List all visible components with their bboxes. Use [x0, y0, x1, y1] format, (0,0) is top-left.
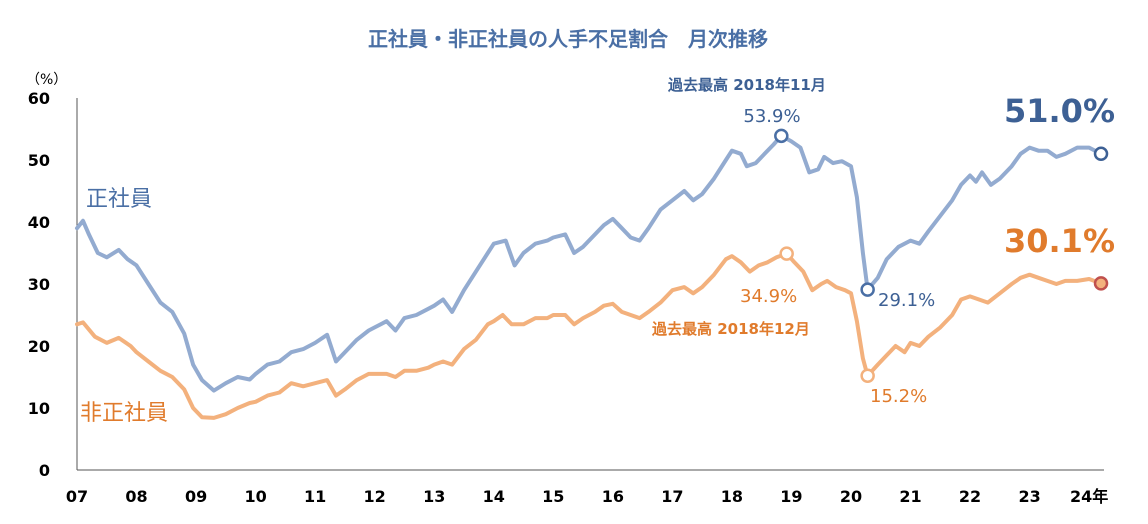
- marker-nonregular: [1093, 276, 1109, 291]
- marker-regular: [1093, 146, 1109, 162]
- peak-nonregular-caption: 過去最高 2018年12月: [651, 320, 810, 338]
- x-tick-label: 16: [602, 487, 624, 506]
- marker-nonregular: [860, 368, 875, 384]
- chart-title: 正社員・非正社員の人手不足割合 月次推移: [368, 27, 768, 51]
- marker-regular: [774, 128, 789, 144]
- series-label-regular: 正社員: [86, 187, 152, 212]
- x-tick-labels: 07 08 09 10 11 12 13 14 15 16 17 18 19 20 21 22 23 24年: [66, 487, 1108, 506]
- x-tick-label: 14: [483, 487, 505, 506]
- series-lines: [75, 133, 1103, 420]
- series-label-nonregular: 非正社員: [80, 401, 168, 426]
- x-tick-label: 24年: [1070, 487, 1108, 506]
- trough-nonregular-value: 15.2%: [870, 386, 927, 407]
- x-tick-label: 13: [423, 487, 445, 506]
- point-markers: [774, 128, 1109, 384]
- y-tick-label: 30: [28, 275, 50, 294]
- latest-nonregular-value: 30.1%: [1004, 222, 1115, 260]
- y-tick-label: 50: [28, 151, 50, 170]
- y-axis-unit: （%）: [26, 72, 67, 88]
- x-tick-label: 09: [185, 487, 207, 506]
- x-tick-label: 18: [721, 487, 743, 506]
- axes: [76, 98, 1104, 471]
- x-tick-label: 22: [959, 487, 981, 506]
- x-tick-label: 11: [304, 487, 326, 506]
- peak-nonregular-value: 34.9%: [740, 286, 797, 307]
- y-tick-label: 10: [28, 399, 50, 418]
- x-tick-label: 19: [780, 487, 802, 506]
- series-line-nonregular: [75, 251, 1103, 420]
- x-tick-label: 17: [661, 487, 683, 506]
- x-tick-label: 07: [66, 487, 88, 506]
- y-tick-label: 20: [28, 337, 50, 356]
- series-line-regular: [75, 133, 1103, 393]
- x-tick-label: 23: [1018, 487, 1040, 506]
- annotations: 正社員 非正社員 過去最高 2018年11月 53.9% 34.9% 過去最高 …: [80, 76, 1115, 426]
- trough-regular-value: 29.1%: [878, 290, 935, 311]
- x-tick-label: 20: [840, 487, 862, 506]
- x-tick-label: 15: [542, 487, 564, 506]
- y-tick-labels: 0 10 20 30 40 50 60: [28, 89, 50, 480]
- x-tick-label: 21: [899, 487, 921, 506]
- y-tick-label: 0: [39, 461, 50, 480]
- x-tick-label: 12: [364, 487, 386, 506]
- latest-regular-value: 51.0%: [1004, 92, 1115, 130]
- marker-nonregular: [779, 246, 794, 261]
- peak-regular-value: 53.9%: [743, 106, 800, 127]
- marker-regular: [860, 282, 875, 297]
- x-tick-label: 10: [244, 487, 266, 506]
- x-tick-label: 08: [125, 487, 147, 506]
- y-tick-label: 40: [28, 213, 50, 232]
- peak-regular-caption: 過去最高 2018年11月: [667, 76, 826, 94]
- y-tick-label: 60: [28, 89, 50, 108]
